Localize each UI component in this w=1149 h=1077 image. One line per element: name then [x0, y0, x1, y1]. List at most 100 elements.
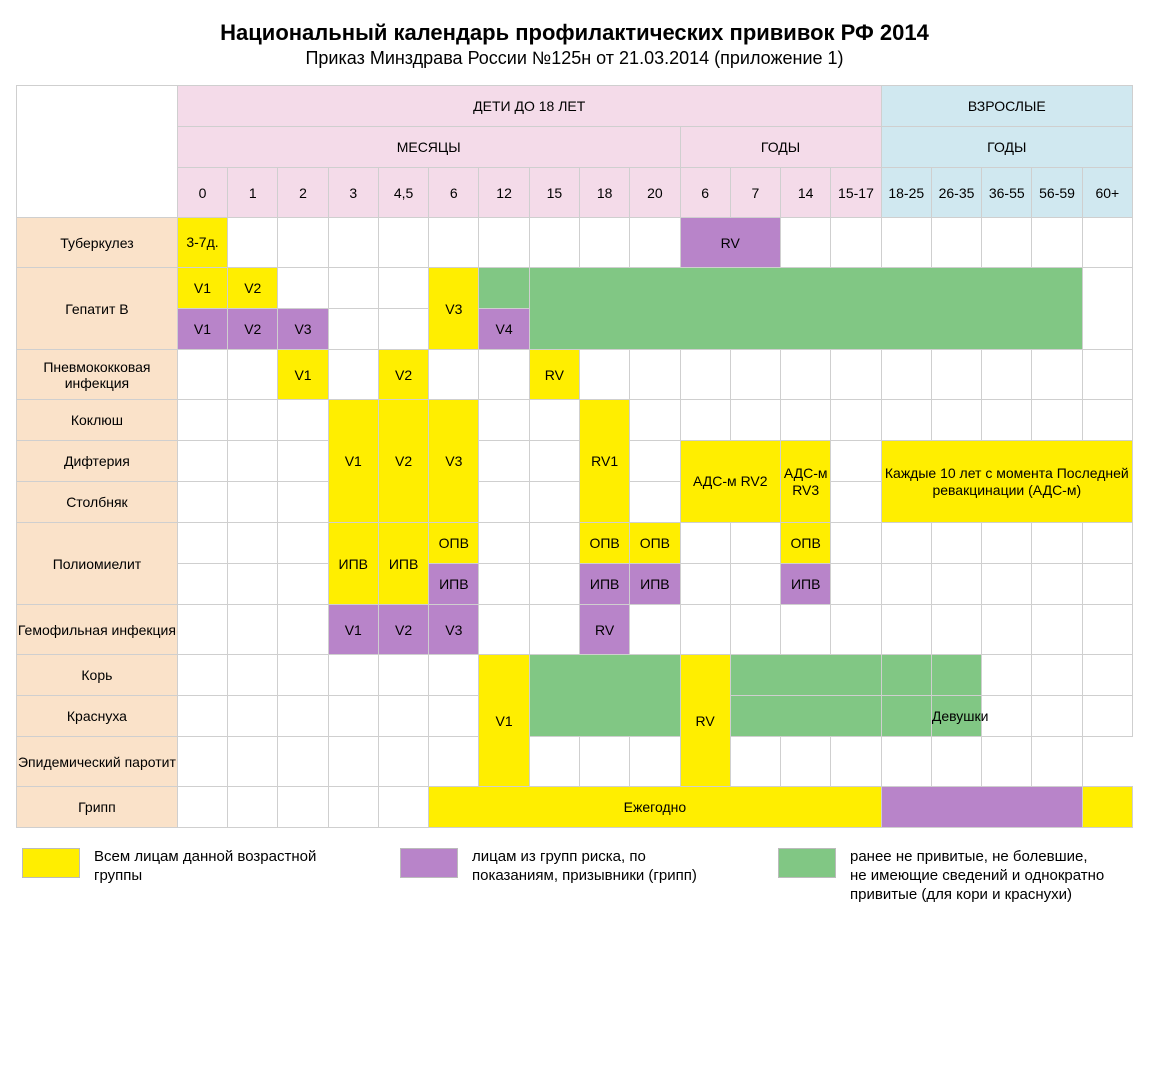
- cell-polio-opv-18: ОПВ: [579, 523, 629, 564]
- age-col: 0: [177, 168, 227, 218]
- age-col: 26-35: [931, 168, 981, 218]
- row-diphtheria: Дифтерия АДС-м RV2 АДС-м RV3 Каждые 10 л…: [17, 441, 1133, 482]
- cell-polio-ipv-20: ИПВ: [630, 564, 680, 605]
- age-col: 6: [680, 168, 730, 218]
- cell-polio-ipv-18: ИПВ: [579, 564, 629, 605]
- cell-dtp-rv3: АДС-м RV3: [781, 441, 831, 523]
- age-col: 56-59: [1032, 168, 1082, 218]
- cell-hepb-r-v2: V2: [228, 309, 278, 350]
- cell-hepb-v2: V2: [228, 268, 278, 309]
- cell-hib-rv: RV: [579, 605, 629, 655]
- cell-polio-ipv-3: ИПВ: [328, 523, 378, 605]
- row-label-tb: Туберкулез: [17, 218, 178, 268]
- row-polio-b: ИПВ ИПВ ИПВ ИПВ: [17, 564, 1133, 605]
- cell-hepb-v3: V3: [429, 268, 479, 350]
- cell-pneumo-rv: RV: [529, 350, 579, 400]
- cell-rubella-green-a: [730, 696, 881, 737]
- row-tb: Туберкулез 3-7д. RV: [17, 218, 1133, 268]
- row-mumps: Эпидемический паротит: [17, 737, 1133, 787]
- age-col: 2: [278, 168, 328, 218]
- cell-hepb-r-v1: V1: [177, 309, 227, 350]
- cell-polio-ipv-45: ИПВ: [378, 523, 428, 605]
- cell-dtp-rv2: АДС-м RV2: [680, 441, 781, 523]
- cell-flu-60plus: [1082, 787, 1132, 828]
- row-label-measles: Корь: [17, 655, 178, 696]
- row-hepb-a: Гепатит В V1 V2 V3: [17, 268, 1133, 309]
- row-label-pneumo: Пневмококковая инфекция: [17, 350, 178, 400]
- age-col: 36-55: [982, 168, 1032, 218]
- cell-polio-opv-20: ОПВ: [630, 523, 680, 564]
- row-pneumo: Пневмококковая инфекция V1 V2 RV: [17, 350, 1133, 400]
- legend-text-unvac: ранее не привитые, не болевшие, не имеющ…: [850, 848, 1108, 904]
- cell-measles-green-b: [730, 655, 881, 696]
- row-label-hib: Гемофильная инфекция: [17, 605, 178, 655]
- cell-dtp-v1: V1: [328, 400, 378, 523]
- children-group-header: ДЕТИ ДО 18 ЛЕТ: [177, 86, 881, 127]
- header-row-ages: 0 1 2 3 4,5 6 12 15 18 20 6 7 14 15-17 1…: [17, 168, 1133, 218]
- legend-text-risk: лицам из групп риска, по показаниям, при…: [472, 848, 730, 886]
- adults-group-header: ВЗРОСЛЫЕ: [881, 86, 1132, 127]
- age-col: 15: [529, 168, 579, 218]
- vaccination-calendar-table: ДЕТИ ДО 18 ЛЕТ ВЗРОСЛЫЕ МЕСЯЦЫ ГОДЫ ГОДЫ…: [16, 85, 1133, 828]
- age-col: 14: [781, 168, 831, 218]
- legend-swatch-risk: [400, 848, 458, 878]
- cell-polio-ipv-6: ИПВ: [429, 564, 479, 605]
- cell-mmr-rv: RV: [680, 655, 730, 787]
- cell-hepb-r-v3: V3: [278, 309, 328, 350]
- row-flu: Грипп Ежегодно: [17, 787, 1133, 828]
- legend: Всем лицам данной возрастной группы лица…: [22, 848, 1133, 904]
- adult-years-header: ГОДЫ: [881, 127, 1132, 168]
- page-title: Национальный календарь профилактических …: [16, 20, 1133, 46]
- cell-flu-annual: Ежегодно: [429, 787, 881, 828]
- cell-polio-opv-14: ОПВ: [781, 523, 831, 564]
- cell-measles-green-c: [881, 655, 931, 696]
- age-col: 15-17: [831, 168, 881, 218]
- cell-hepb-green-12: [479, 268, 529, 309]
- age-col: 12: [479, 168, 529, 218]
- cell-polio-ipv-14: ИПВ: [781, 564, 831, 605]
- age-col: 4,5: [378, 168, 428, 218]
- cell-hepb-r-v4: V4: [479, 309, 529, 350]
- cell-tb-0: 3-7д.: [177, 218, 227, 268]
- age-col: 3: [328, 168, 378, 218]
- age-col: 7: [730, 168, 780, 218]
- legend-item-unvac: ранее не привитые, не болевшие, не имеющ…: [778, 848, 1108, 904]
- row-label-flu: Грипп: [17, 787, 178, 828]
- cell-hepb-v1: V1: [177, 268, 227, 309]
- legend-item-all: Всем лицам данной возрастной группы: [22, 848, 352, 886]
- cell-flu-adult-risk: [881, 787, 1082, 828]
- cell-dtp-adult: Каждые 10 лет с момента Последней ревакц…: [881, 441, 1132, 523]
- header-row-groups: ДЕТИ ДО 18 ЛЕТ ВЗРОСЛЫЕ: [17, 86, 1133, 127]
- cell-hib-v2: V2: [378, 605, 428, 655]
- age-col: 1: [228, 168, 278, 218]
- age-col: 6: [429, 168, 479, 218]
- cell-polio-opv-6: ОПВ: [429, 523, 479, 564]
- row-label-diphtheria: Дифтерия: [17, 441, 178, 482]
- cell-pneumo-v1: V1: [278, 350, 328, 400]
- row-label-tetanus: Столбняк: [17, 482, 178, 523]
- months-header: МЕСЯЦЫ: [177, 127, 680, 168]
- cell-measles-green-a: [529, 655, 680, 737]
- cell-tb-rv: RV: [680, 218, 781, 268]
- legend-swatch-unvac: [778, 848, 836, 878]
- row-label-hepb: Гепатит В: [17, 268, 178, 350]
- row-label-rubella: Краснуха: [17, 696, 178, 737]
- legend-item-risk: лицам из групп риска, по показаниям, при…: [400, 848, 730, 886]
- row-label-polio: Полиомиелит: [17, 523, 178, 605]
- cell-hib-v1: V1: [328, 605, 378, 655]
- cell-mmr-v1: V1: [479, 655, 529, 787]
- cell-dtp-rv1: RV1: [579, 400, 629, 523]
- cell-measles-green-d: [931, 655, 981, 696]
- child-years-header: ГОДЫ: [680, 127, 881, 168]
- row-hib: Гемофильная инфекция V1 V2 V3 RV: [17, 605, 1133, 655]
- cell-rubella-green-b: [881, 696, 931, 737]
- page-subtitle: Приказ Минздрава России №125н от 21.03.2…: [16, 48, 1133, 69]
- cell-hepb-green-band: [529, 268, 1082, 350]
- cell-rubella-girls: Девушки: [931, 696, 981, 737]
- row-measles: Корь V1 RV: [17, 655, 1133, 696]
- age-col: 18-25: [881, 168, 931, 218]
- cell-hib-v3: V3: [429, 605, 479, 655]
- row-label-pertussis: Коклюш: [17, 400, 178, 441]
- row-pertussis: Коклюш V1 V2 V3 RV1: [17, 400, 1133, 441]
- cell-dtp-v3: V3: [429, 400, 479, 523]
